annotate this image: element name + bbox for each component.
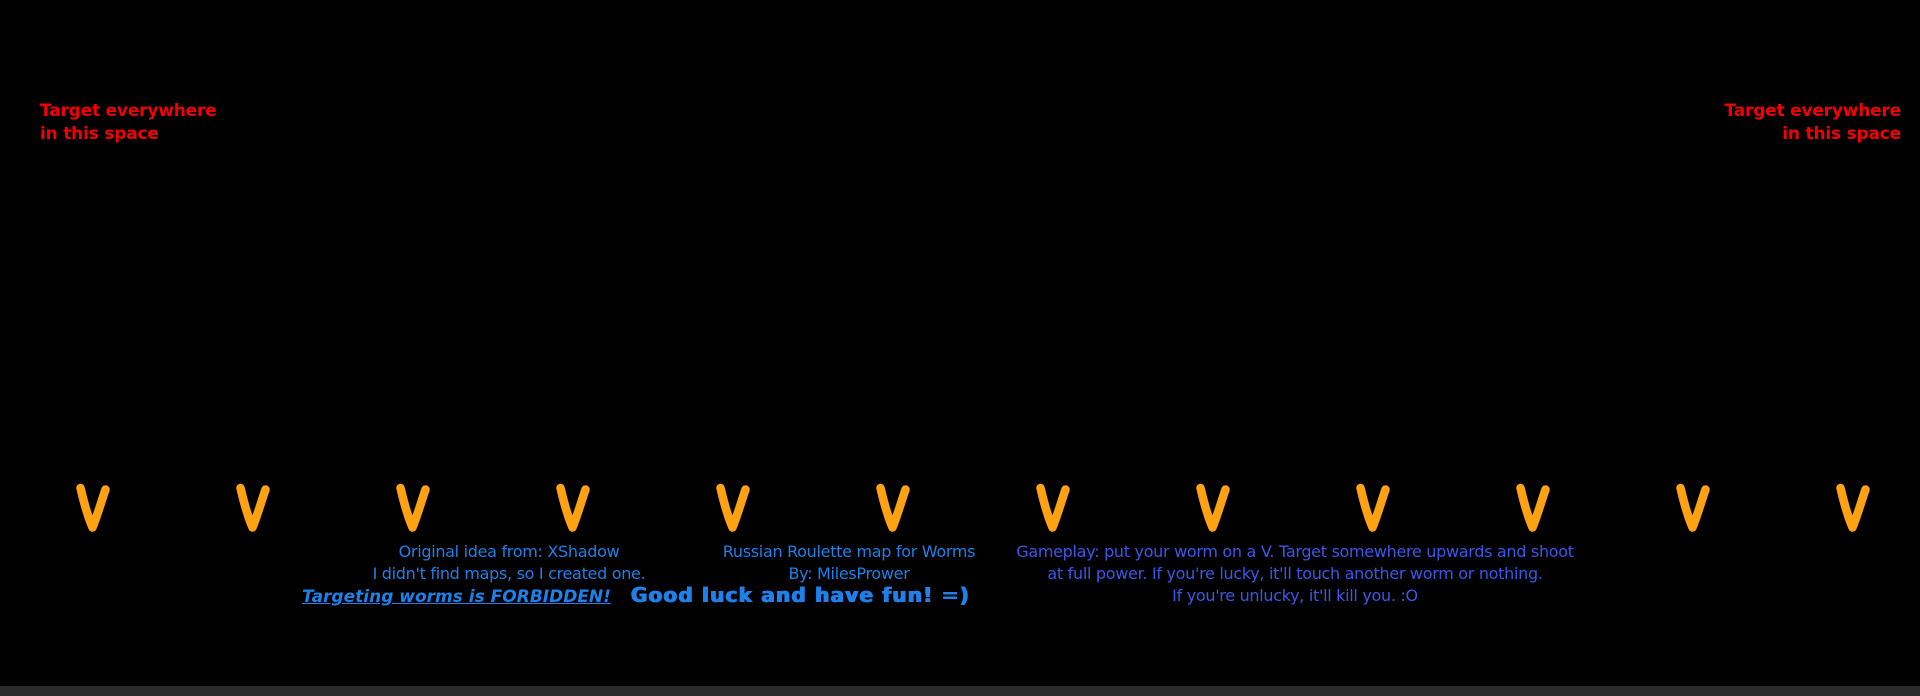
v-mark [1353, 480, 1391, 538]
corner-note-top-left: Target everywhere in this space [40, 100, 217, 146]
v-mark [1833, 480, 1871, 538]
v-mark [1513, 480, 1551, 538]
v-mark [233, 480, 271, 538]
v-mark [1193, 480, 1231, 538]
v-glyph-icon [1836, 483, 1870, 532]
v-glyph-icon [1516, 483, 1550, 532]
gameplay-line: Gameplay: put your worm on a V. Target s… [1016, 542, 1574, 561]
credits-line: Original idea from: XShadow [398, 542, 620, 561]
v-glyph-icon [1196, 483, 1230, 532]
corner-note-line: in this space [1782, 124, 1901, 144]
gameplay-line: If you're unlucky, it'll kill you. :O [1172, 586, 1418, 605]
v-mark [553, 480, 591, 538]
v-mark [1673, 480, 1711, 538]
floor-strip [0, 686, 1920, 696]
credits-block: Original idea from: XShadow I didn't fin… [373, 541, 646, 585]
gameplay-line: at full power. If you're lucky, it'll to… [1047, 564, 1543, 583]
v-glyph-icon [1036, 483, 1070, 532]
v-mark [1033, 480, 1071, 538]
map-title: Russian Roulette map for Worms [722, 542, 976, 561]
v-mark [393, 480, 431, 538]
v-glyph-icon [716, 483, 750, 532]
v-glyph-icon [396, 483, 430, 532]
forbidden-warning: Targeting worms is FORBIDDEN! [302, 587, 611, 607]
map-title-block: Russian Roulette map for Worms By: Miles… [722, 541, 976, 585]
v-glyph-icon [876, 483, 910, 532]
gameplay-block: Gameplay: put your worm on a V. Target s… [1016, 541, 1574, 607]
good-luck-message: Good luck and have fun! =) [630, 583, 970, 607]
credits-line: I didn't find maps, so I created one. [372, 564, 646, 583]
corner-note-line: Target everywhere [40, 101, 217, 121]
v-mark [873, 480, 911, 538]
credits-warning-line: Targeting worms is FORBIDDEN! Good luck a… [302, 584, 970, 608]
v-mark [713, 480, 751, 538]
v-glyph-icon [556, 483, 590, 532]
corner-note-top-right: Target everywhere in this space [1724, 100, 1902, 146]
corner-note-line: in this space [40, 124, 159, 144]
corner-note-line: Target everywhere [1724, 101, 1902, 121]
v-glyph-icon [236, 483, 270, 532]
v-glyph-icon [1676, 483, 1710, 532]
v-glyph-icon [1356, 483, 1390, 532]
map-author: By: MilesPrower [788, 564, 910, 583]
v-glyph-icon [76, 483, 110, 532]
v-mark [73, 480, 111, 538]
